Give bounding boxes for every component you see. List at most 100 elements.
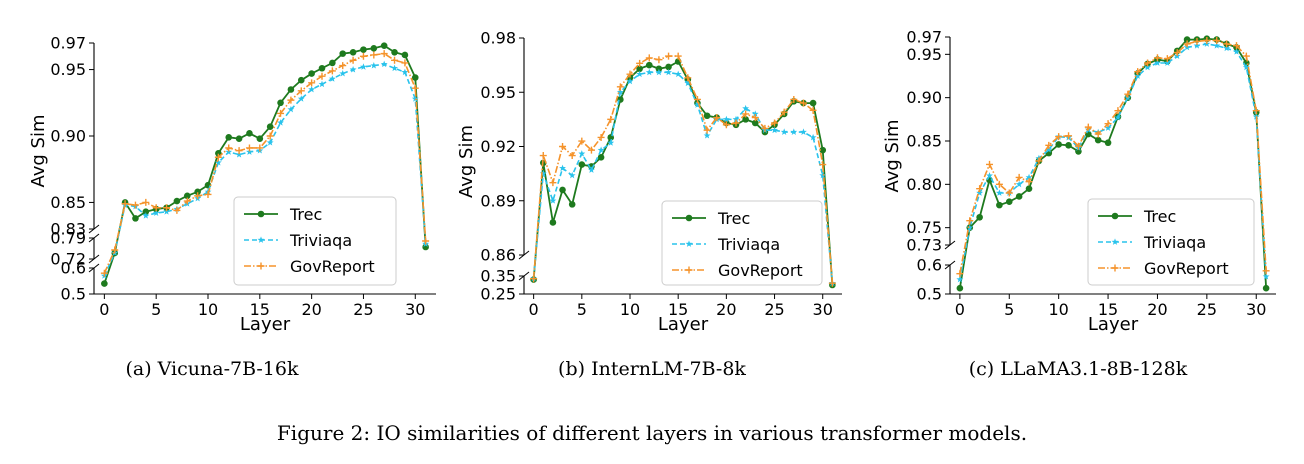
data-point <box>655 56 663 64</box>
data-point <box>597 133 605 141</box>
data-point <box>142 212 150 219</box>
data-point <box>995 180 1003 188</box>
data-point <box>986 160 994 168</box>
data-point <box>1213 36 1221 44</box>
data-point <box>339 50 347 57</box>
data-point <box>549 179 557 187</box>
legend-marker <box>685 266 693 274</box>
data-point <box>713 114 721 122</box>
data-point <box>183 192 191 200</box>
data-point <box>549 219 557 226</box>
data-point <box>422 237 430 245</box>
data-point <box>828 279 836 287</box>
data-point <box>966 224 974 231</box>
series-line <box>532 55 834 284</box>
data-point <box>1144 63 1151 71</box>
data-point <box>800 128 807 135</box>
data-point <box>142 198 150 206</box>
data-point <box>1104 139 1112 147</box>
x-tick-label: 25 <box>353 300 373 319</box>
data-point <box>819 171 827 179</box>
data-point <box>626 70 634 78</box>
data-point <box>370 45 378 52</box>
data-point <box>1015 193 1023 200</box>
data-point <box>339 69 347 77</box>
y-axis-label: Avg Sim <box>882 119 903 192</box>
data-point <box>1025 173 1033 181</box>
data-point <box>318 72 326 80</box>
series-line <box>103 52 427 274</box>
data-point <box>308 85 316 93</box>
x-tick-label: 20 <box>1147 300 1167 319</box>
data-point <box>1015 180 1023 188</box>
y-tick-label: 0.97 <box>906 28 942 47</box>
data-point <box>732 119 740 127</box>
data-point <box>809 106 817 114</box>
data-point <box>956 275 964 283</box>
data-point <box>549 197 557 204</box>
y-axis-label: Avg Sim <box>28 114 49 187</box>
legend-marker <box>257 262 265 270</box>
legend: Trec Triviaqa GovReport <box>1087 198 1255 286</box>
data-point <box>986 172 993 179</box>
data-point <box>722 121 730 129</box>
data-point <box>1163 55 1171 63</box>
data-point <box>100 269 108 277</box>
data-point <box>349 56 357 64</box>
data-point <box>111 246 119 254</box>
data-point <box>214 153 222 161</box>
legend-label: Triviaqa <box>1143 233 1206 252</box>
y-axis-label: Avg Sim <box>456 125 477 198</box>
data-point <box>1242 52 1250 60</box>
series-line <box>532 71 834 284</box>
data-point <box>1084 123 1092 131</box>
x-tick-label: 30 <box>813 300 833 319</box>
data-point <box>751 110 759 117</box>
data-point <box>1134 72 1142 79</box>
data-point <box>245 144 253 152</box>
data-point <box>530 275 538 283</box>
data-point <box>1045 146 1053 153</box>
data-point <box>308 70 315 77</box>
data-point <box>163 204 171 212</box>
data-point <box>645 54 653 62</box>
data-point <box>1045 141 1053 149</box>
data-point <box>809 99 817 107</box>
y-tick-label: 0.95 <box>50 60 86 79</box>
y-tick-label: 0.83 <box>50 220 86 239</box>
data-point <box>645 68 653 76</box>
data-point <box>616 88 624 96</box>
x-tick-label: 15 <box>668 300 688 319</box>
y-tick-label: 0.72 <box>50 250 86 269</box>
data-point <box>297 95 305 102</box>
data-point <box>693 95 701 103</box>
data-point <box>976 189 984 196</box>
data-point <box>329 59 336 67</box>
data-point <box>225 148 233 155</box>
data-point <box>1065 142 1072 149</box>
data-point <box>771 126 778 134</box>
y-tick-label: 0.75 <box>906 218 942 237</box>
y-tick-label: 0.86 <box>480 246 516 265</box>
data-point <box>722 115 730 123</box>
subfigure-caption: (b) InternLM-7B-8k <box>558 358 746 380</box>
data-point <box>256 135 264 142</box>
y-tick-label: 0.6 <box>917 256 942 275</box>
data-point <box>799 99 807 107</box>
data-point <box>636 70 644 78</box>
y-tick-label: 0.95 <box>906 45 942 64</box>
legend-label: Triviaqa <box>717 235 780 254</box>
data-point <box>568 152 576 160</box>
data-point <box>636 59 644 67</box>
y-tick-label: 0.79 <box>50 229 86 248</box>
data-point <box>1193 37 1201 45</box>
y-tick-label: 0.25 <box>480 285 516 304</box>
data-point <box>411 95 419 102</box>
data-point <box>131 201 139 209</box>
data-point <box>132 215 139 222</box>
legend-marker <box>1111 212 1119 220</box>
x-axis-label: Layer <box>658 314 709 335</box>
x-tick-label: 0 <box>529 300 539 319</box>
legend-label: Trec <box>289 205 322 224</box>
